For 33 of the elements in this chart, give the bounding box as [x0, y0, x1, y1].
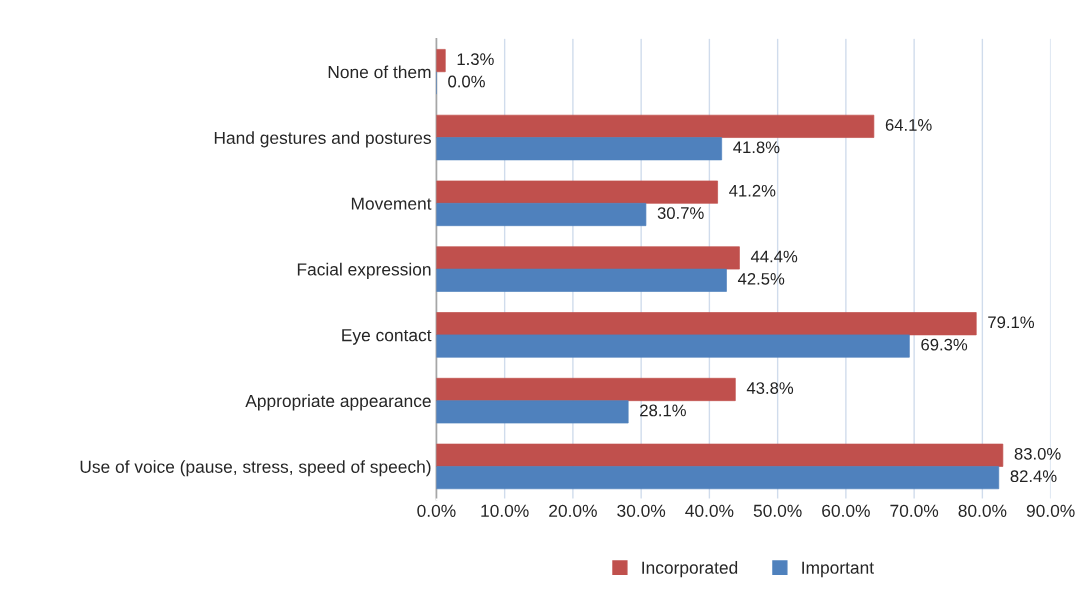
y-tick-label: Facial expression — [297, 262, 431, 279]
x-tick-label: 10.0% — [481, 504, 529, 517]
data-label: 41.2% — [729, 184, 776, 197]
y-tick-label: Movement — [351, 197, 432, 210]
data-label: 43.8% — [746, 382, 794, 394]
x-tick-label: 40.0% — [685, 504, 734, 517]
data-label: 64.1% — [885, 119, 932, 131]
data-label: 82.4% — [1010, 470, 1057, 483]
data-label: 1.3% — [457, 53, 494, 66]
data-label: 69.3% — [921, 338, 968, 351]
data-label: 28.1% — [640, 404, 686, 417]
data-label: 41.8% — [733, 141, 780, 154]
x-tick-label: 70.0% — [890, 504, 939, 517]
x-tick-label: 60.0% — [822, 504, 870, 517]
x-tick-label: 50.0% — [753, 504, 802, 517]
data-label: 0.0% — [448, 75, 485, 88]
y-tick-label: Use of voice (pause, stress, speed of speech) — [80, 460, 431, 477]
legend-label: Incorporated — [642, 561, 738, 578]
y-tick-label: Eye contact — [342, 329, 432, 345]
x-tick-label: 90.0% — [1026, 504, 1075, 517]
data-label: 42.5% — [737, 272, 785, 285]
y-tick-label: Hand gestures and postures — [214, 131, 431, 148]
data-label: 44.4% — [750, 250, 798, 263]
x-tick-label: 30.0% — [617, 504, 666, 517]
data-label: 79.1% — [988, 316, 1035, 329]
y-tick-label: None of them — [328, 65, 431, 79]
data-label: 30.7% — [657, 207, 704, 219]
x-tick-label: 80.0% — [958, 504, 1007, 517]
x-tick-label: 20.0% — [549, 504, 597, 517]
legend-label: Important — [802, 561, 874, 578]
data-label: 83.0% — [1014, 447, 1061, 460]
x-tick-label: 0.0% — [417, 504, 456, 517]
y-tick-label: Appropriate appearance — [245, 394, 431, 411]
